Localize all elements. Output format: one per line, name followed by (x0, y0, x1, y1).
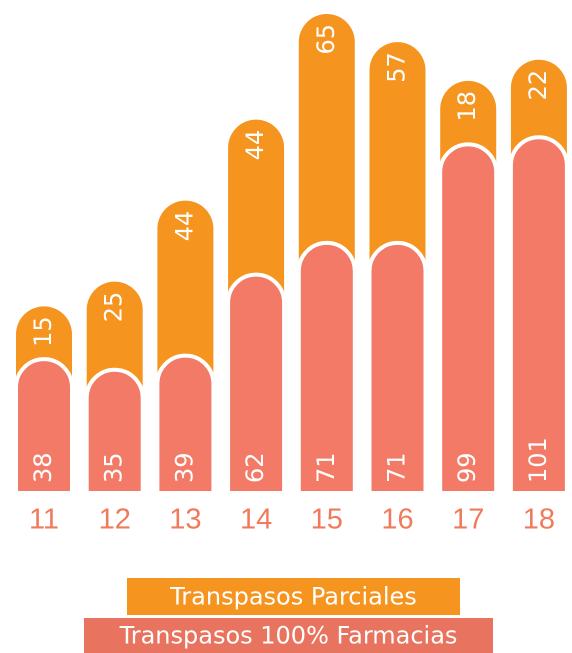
value-label: 22 (524, 70, 552, 101)
value-label: 25 (100, 292, 128, 323)
value-label: 65 (312, 24, 340, 55)
value-label: 71 (383, 452, 411, 483)
legend-swatch (127, 578, 460, 615)
x-tick-label: 16 (381, 504, 413, 536)
legend-swatch (84, 618, 493, 653)
legend-label: Transpasos 100% Farmacias (119, 622, 458, 650)
value-label: 99 (453, 452, 481, 483)
value-label: 57 (383, 52, 411, 83)
bar-segment (438, 142, 499, 495)
bar-segment (155, 353, 216, 495)
bar-segment (369, 42, 426, 271)
bar-segment (298, 14, 355, 271)
legend-item: Transpasos 100% Farmacias (84, 618, 493, 653)
value-label: 44 (170, 211, 198, 242)
value-label: 44 (241, 130, 269, 161)
bar-segment (226, 272, 287, 495)
bar-segment (296, 240, 357, 495)
value-label: 35 (100, 452, 128, 483)
legend-item: Transpasos Parciales (127, 578, 460, 615)
value-label: 101 (524, 437, 552, 483)
x-tick-label: 12 (99, 504, 131, 536)
x-tick-label: 18 (523, 504, 555, 536)
bar-segment (86, 281, 143, 398)
value-label: 71 (312, 452, 340, 483)
value-label: 39 (170, 452, 198, 483)
bar-segment (84, 367, 145, 495)
x-tick-label: 17 (452, 504, 484, 536)
x-tick-label: 13 (169, 504, 201, 536)
bar-segment (157, 200, 214, 384)
bar-segment (367, 240, 428, 495)
bar-segment (14, 357, 74, 495)
x-tick-label: 14 (240, 504, 272, 536)
x-tick-label: 15 (311, 504, 343, 536)
value-label: 38 (29, 452, 57, 483)
bar-segment (508, 135, 569, 495)
value-label: 62 (241, 452, 269, 483)
value-label: 15 (29, 316, 57, 347)
value-label: 18 (453, 91, 481, 122)
x-tick-label: 11 (29, 504, 59, 536)
bar-segment (228, 119, 285, 303)
legend-label: Transpasos Parciales (169, 583, 417, 611)
